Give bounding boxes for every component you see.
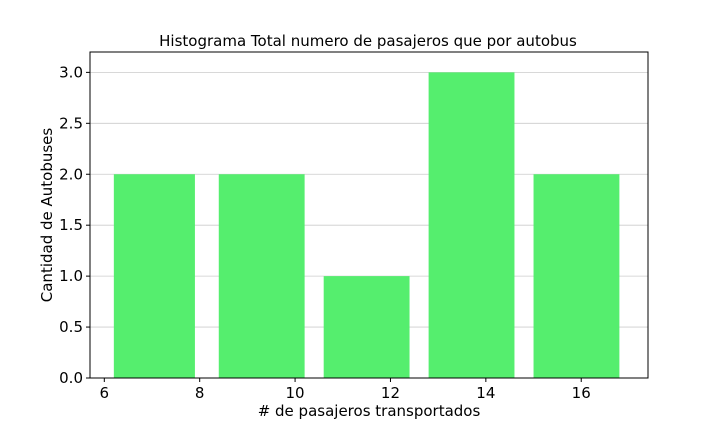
y-axis-ticks: 0.0 0.5 1.0 1.5 2.0 2.5 3.0 xyxy=(59,63,90,387)
plot-frame xyxy=(89,51,649,379)
x-axis-label: # de pasajeros transportados xyxy=(258,402,481,420)
bar xyxy=(218,174,305,378)
y-tick-label: 3.0 xyxy=(59,63,83,81)
bar xyxy=(428,72,515,378)
x-axis-ticks: 6 8 10 12 14 16 xyxy=(100,378,591,402)
y-axis-label: Cantidad de Autobuses xyxy=(38,128,56,303)
x-tick-label: 8 xyxy=(195,384,205,402)
chart-title: Histograma Total numero de pasajeros que… xyxy=(159,32,577,50)
bars xyxy=(113,72,620,378)
y-tick-label: 0.0 xyxy=(59,369,83,387)
x-tick-label: 6 xyxy=(100,384,110,402)
y-tick-label: 2.5 xyxy=(59,114,83,132)
x-tick-label: 14 xyxy=(476,384,495,402)
y-tick-label: 0.5 xyxy=(59,318,83,336)
bar xyxy=(323,276,410,378)
y-tick-label: 1.0 xyxy=(59,267,83,285)
x-tick-label: 16 xyxy=(572,384,591,402)
x-tick-label: 12 xyxy=(381,384,400,402)
y-tick-label: 2.0 xyxy=(59,165,83,183)
x-tick-label: 10 xyxy=(286,384,305,402)
y-tick-label: 1.5 xyxy=(59,216,83,234)
bar xyxy=(113,174,195,378)
bar xyxy=(533,174,620,378)
